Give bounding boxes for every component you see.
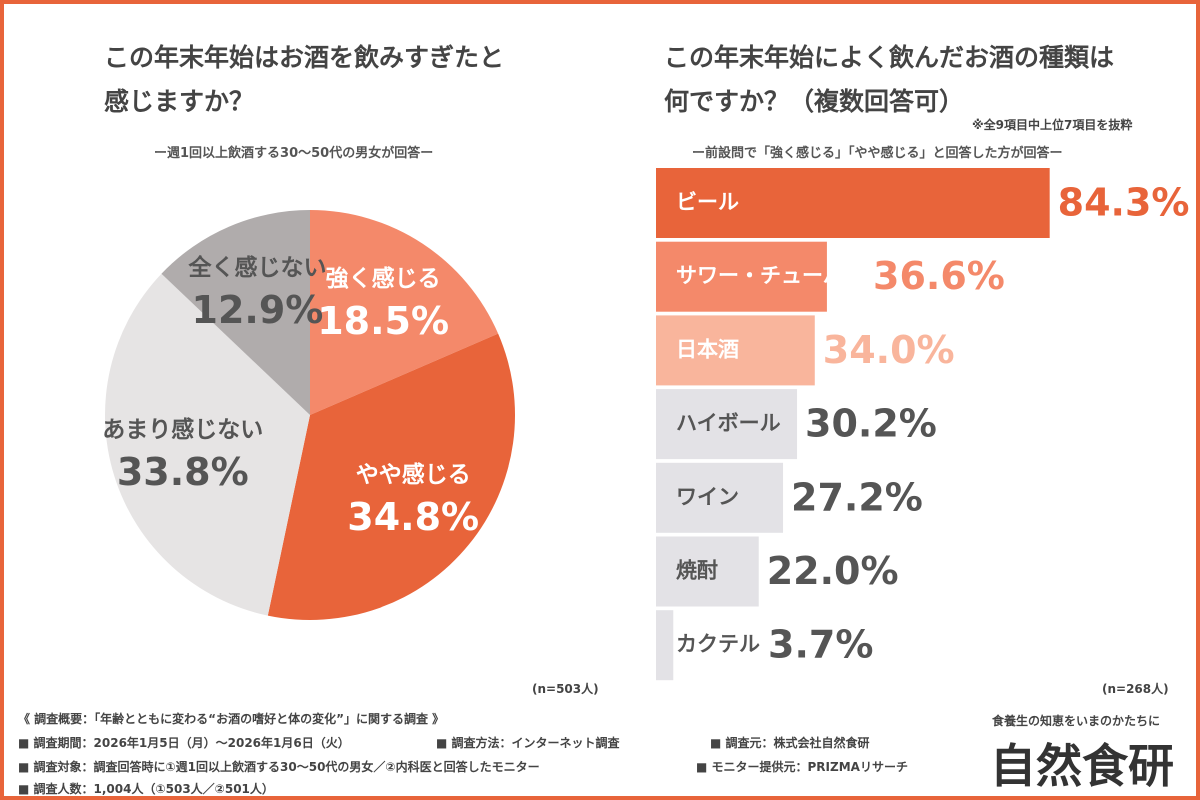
bar [656, 168, 1050, 238]
bar-value: 36.6% [873, 254, 1005, 298]
slice-label: 強く感じる [326, 265, 441, 292]
footer-item: ■ 調査方法：インターネット調査 [436, 736, 620, 750]
slice-label: 全く感じない [187, 254, 326, 281]
logo-name: 自然食研 [990, 739, 1174, 793]
footer-heading: 《 調査概要：「年齢とともに変わる“お酒の嗜好と体の変化”」に関する調査 》 [18, 712, 445, 726]
bar [656, 536, 759, 607]
pie-slice [310, 210, 499, 415]
bar-annotation: ※全9項目中上位7項目を抜粋 [972, 118, 1133, 132]
bar-label: ビール [676, 190, 739, 214]
slice-value: 18.5% [317, 299, 449, 343]
slice-value: 34.8% [347, 495, 479, 539]
bar-value: 84.3% [1058, 181, 1190, 225]
pie-title: この年末年始はお酒を飲みすぎたと 感じますか？ [104, 43, 505, 116]
pie-slice [105, 273, 311, 616]
logo-tagline: 食養生の知恵をいまのかたちに [992, 714, 1161, 728]
bar [656, 389, 798, 460]
bar-value: 3.7% [768, 623, 873, 667]
charts: 強く感じる 18.5% やや感じる 34.8% あまり感じない 33.8% 全く感じない 12… [102, 168, 1190, 681]
bar-value: 22.0% [767, 549, 899, 593]
bar-note: (n=268人) [1102, 682, 1169, 696]
bar-label: 日本酒 [676, 337, 739, 361]
bar-subtitle: ー前設問で「強く感じる」「やや感じる」と回答した方が回答ー [692, 146, 1063, 161]
footer-item: ■ 調査人数：1,004人（①503人／②501人） [18, 782, 274, 796]
bar [656, 610, 674, 681]
bar-label: ハイボール [676, 411, 781, 435]
slice-label: あまり感じない [102, 416, 263, 443]
slice-label: やや感じる [356, 461, 471, 488]
bar-value: 27.2% [791, 475, 923, 519]
slice-value: 12.9% [192, 288, 324, 332]
bar-label: ワイン [676, 485, 739, 509]
pie-slice [161, 210, 310, 415]
bar-label: サワー・チューハイ [676, 264, 864, 288]
bar [656, 462, 784, 533]
bar-title: この年末年始によく飲んだお酒の種類は 何ですか？（複数回答可） [664, 43, 1115, 116]
footer-item: ■ モニター提供元：PRIZMAリサーチ [696, 760, 908, 774]
slice-value: 33.8% [117, 450, 249, 494]
pie-note: (n=503人) [532, 682, 599, 696]
bar-value: 30.2% [805, 402, 937, 446]
bar-value: 34.0% [823, 328, 955, 372]
pie-slice [267, 333, 515, 620]
footer-item: ■ 調査元：株式会社自然食研 [710, 736, 870, 750]
pie-subtitle: ー週1回以上飲酒する30〜50代の男女が回答ー [154, 146, 434, 161]
bar [656, 315, 815, 386]
footer-item: ■ 調査期間：2026年1月5日（月）〜2026年1月6日（火） [18, 736, 350, 750]
bar [656, 241, 827, 312]
footer-item: ■ 調査対象：調査回答時に①週1回以上飲酒する30〜50代の男女／②内科医と回答… [18, 760, 540, 774]
bar-label: カクテル [676, 632, 760, 656]
bar-label: 焼酎 [676, 559, 718, 583]
